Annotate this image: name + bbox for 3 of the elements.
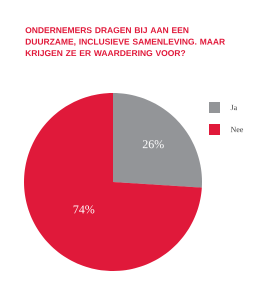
data-label: 26% <box>142 140 164 148</box>
data-label: 74% <box>74 205 94 214</box>
chart-title: ONDERNEMERS DRAGEN BIJ AAN EEN DUURZAME, INCLUSIEVE SAMENLEVING. MAAR KRIJGEN ZE ER WAARDERING VOOR? <box>26 27 225 56</box>
